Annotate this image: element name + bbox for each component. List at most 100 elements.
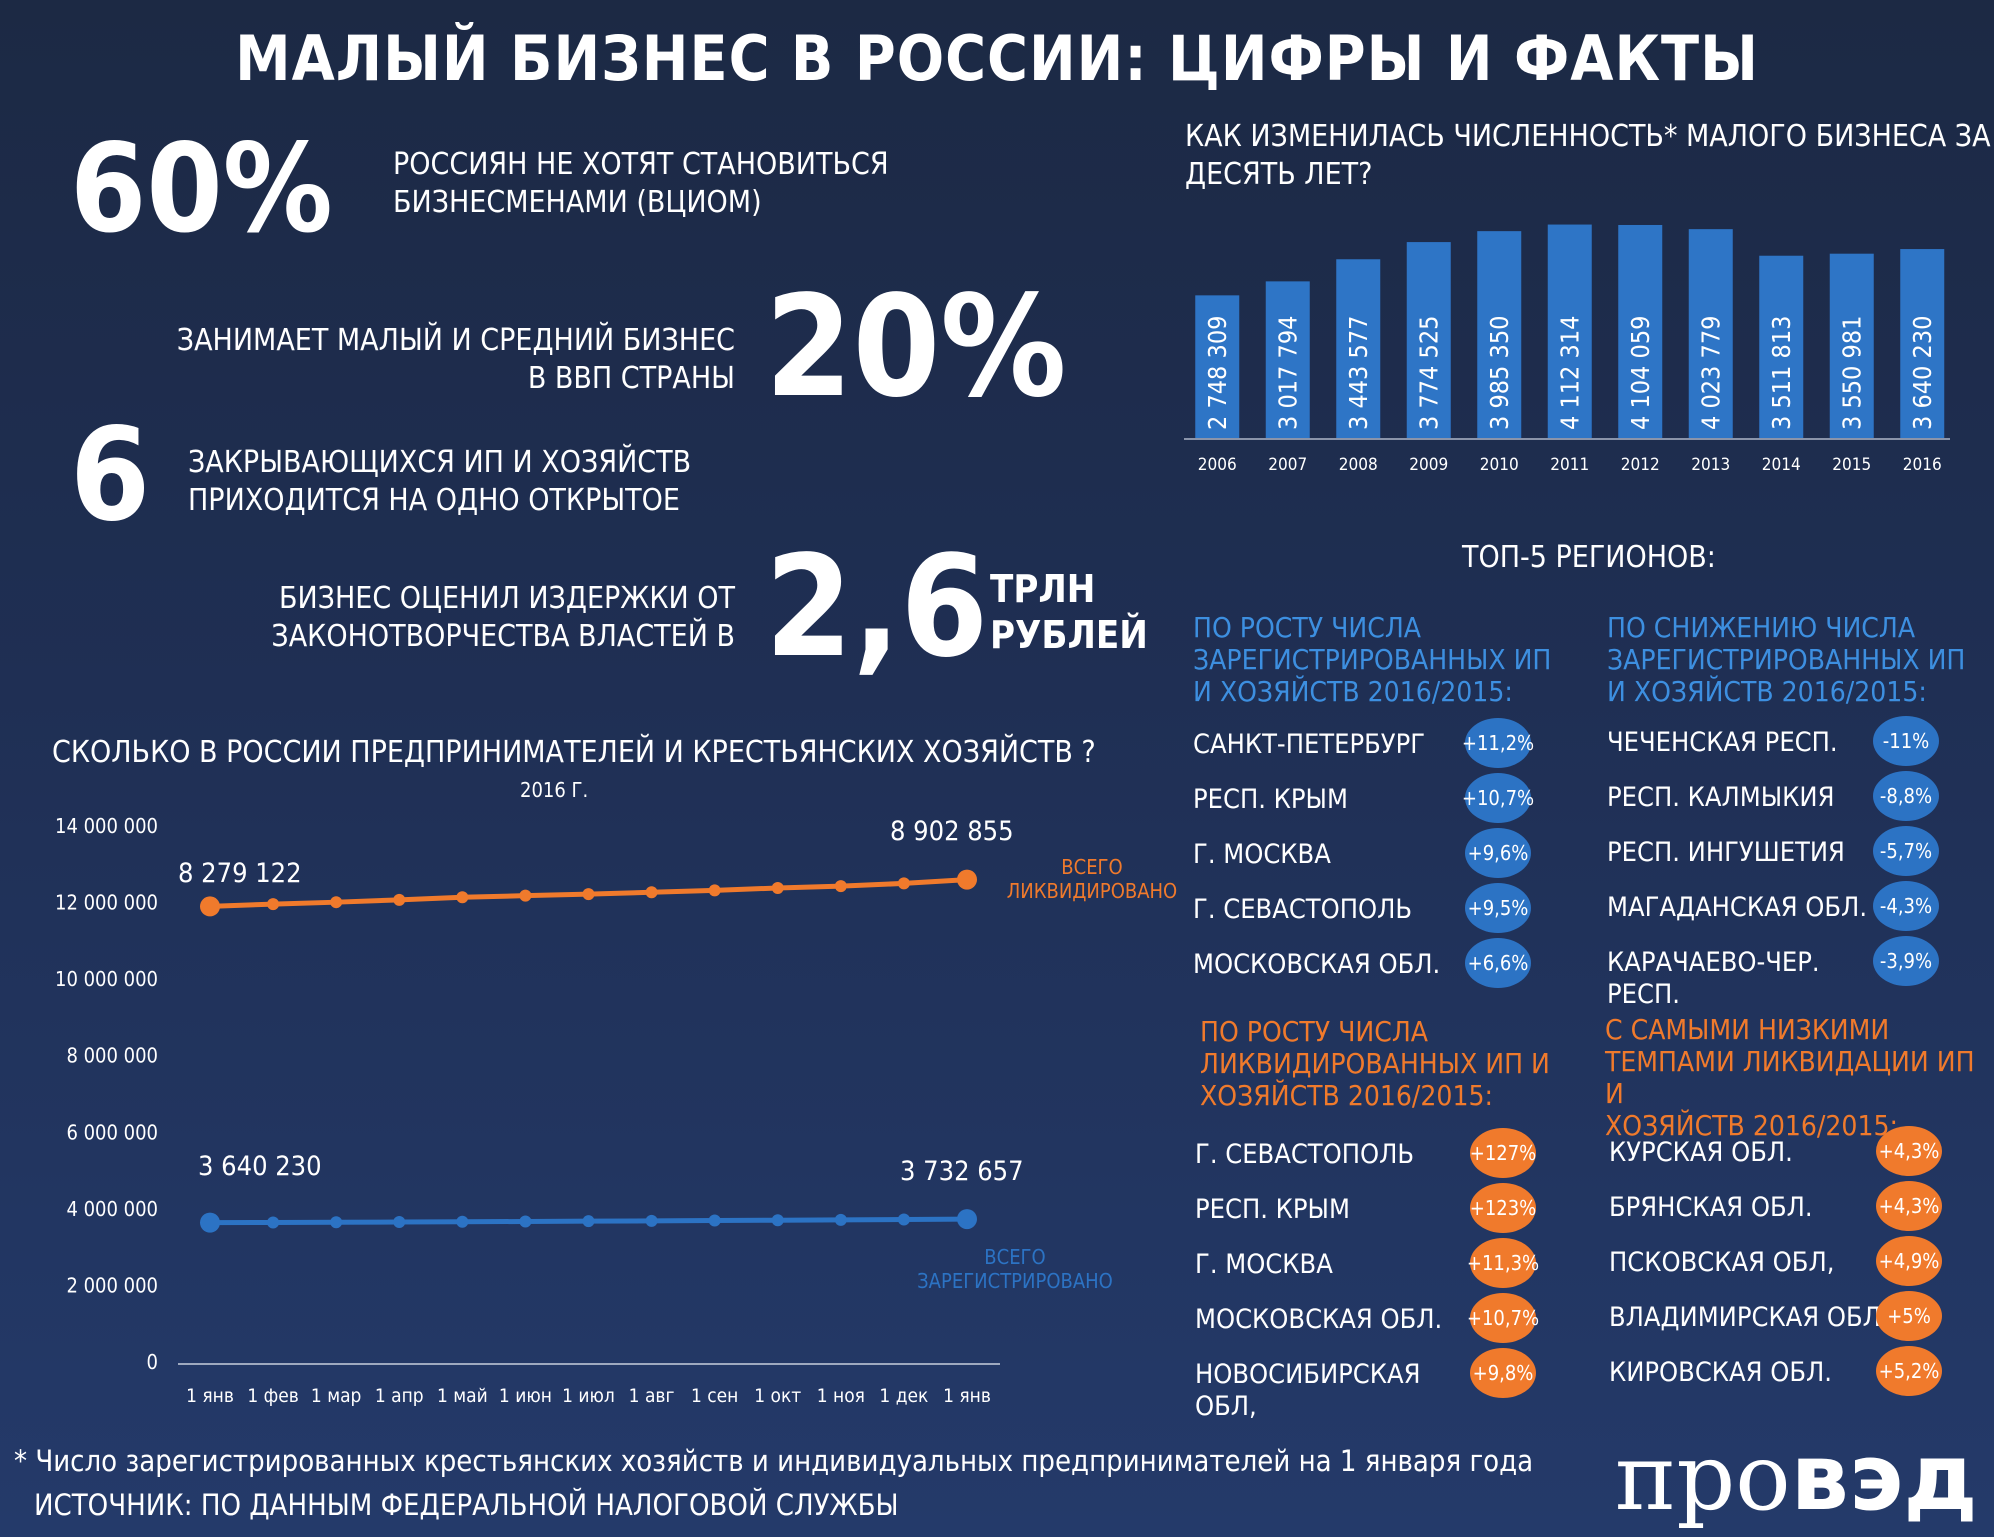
bar-value-label: 3 017 794: [1273, 316, 1302, 430]
stat-6-line1: ЗАКРЫВАЮЩИХСЯ ИП И ХОЗЯЙСТВ: [188, 445, 692, 480]
bar-2011: [1547, 224, 1592, 438]
region-name: Г. МОСКВА: [1195, 1249, 1333, 1280]
bar-category-label: 2014: [1762, 455, 1801, 475]
region-name: ПСКОВСКАЯ ОБЛ,: [1609, 1247, 1835, 1278]
region-row: РЕСП. КРЫМ +123%: [1195, 1183, 1540, 1238]
growth-reg-h1: ПО РОСТУ ЧИСЛА: [1193, 611, 1421, 644]
series-point: [519, 1215, 532, 1228]
region-value-badge: -8,8%: [1873, 771, 1939, 821]
region-name: МОСКОВСКАЯ ОБЛ.: [1195, 1304, 1443, 1335]
series-name-line1: ВСЕГО: [1061, 855, 1122, 879]
growth-reg-h3: И ХОЗЯЙСТВ 2016/2015:: [1193, 675, 1513, 708]
bar-2008: [1336, 259, 1381, 438]
x-tick-label: 1 янв: [186, 1385, 234, 1407]
region-value-badge: +9,6%: [1465, 828, 1531, 878]
x-tick-label: 1 окт: [754, 1385, 801, 1407]
page-title: МАЛЫЙ БИЗНЕС В РОССИИ: ЦИФРЫ И ФАКТЫ: [235, 22, 1759, 95]
region-value-badge: +9,8%: [1470, 1348, 1536, 1398]
line-chart-title: СКОЛЬКО В РОССИИ ПРЕДПРИНИМАТЕЛЕЙ И КРЕС…: [52, 735, 1096, 770]
region-row: КАРАЧАЕВО-ЧЕР. РЕСП. -3,9%: [1607, 936, 1943, 1010]
region-value-badge: -4,3%: [1873, 881, 1939, 931]
bar-category-label: 2007: [1268, 455, 1307, 475]
series-point: [456, 1215, 469, 1228]
region-value-badge: +6,6%: [1465, 938, 1531, 988]
series-point: [645, 1214, 658, 1227]
series-point: [582, 1215, 595, 1228]
stat-26-unit1: ТРЛН: [990, 567, 1096, 611]
series-point: [897, 1213, 910, 1226]
region-name: РЕСП. КРЫМ: [1193, 784, 1348, 815]
y-tick-label: 10 000 000: [55, 967, 158, 991]
bar-2015: [1829, 253, 1874, 438]
stat-6-line2: ПРИХОДИТСЯ НА ОДНО ОТКРЫТОЕ: [188, 483, 680, 518]
bar-value-label: 2 748 309: [1203, 316, 1232, 430]
y-tick-label: 4 000 000: [66, 1197, 158, 1221]
region-name: МОСКОВСКАЯ ОБЛ.: [1193, 949, 1441, 980]
region-name: РЕСП. КАЛМЫКИЯ: [1607, 782, 1835, 813]
y-tick-label: 2 000 000: [66, 1273, 158, 1297]
logo: провэд: [1615, 1424, 1978, 1531]
region-name: МАГАДАНСКАЯ ОБЛ.: [1607, 892, 1868, 923]
series-point: [267, 1216, 280, 1229]
bar-category-label: 2016: [1903, 455, 1942, 475]
region-row: МОСКОВСКАЯ ОБЛ. +10,7%: [1195, 1293, 1540, 1348]
x-tick-label: 1 дек: [879, 1385, 928, 1407]
region-row: Г. СЕВАСТОПОЛЬ +9,5%: [1193, 883, 1535, 938]
region-value-badge: +5%: [1876, 1291, 1942, 1341]
low-liq-h1: С САМЫМИ НИЗКИМИ: [1605, 1013, 1890, 1046]
series-point: [708, 1214, 721, 1227]
stat-26-value: 2,6: [765, 526, 989, 689]
region-name: БРЯНСКАЯ ОБЛ.: [1609, 1192, 1813, 1223]
region-value-badge: +10,7%: [1462, 773, 1534, 823]
series-point: [456, 891, 469, 904]
low-liq-h3: ХОЗЯЙСТВ 2016/2015:: [1605, 1109, 1898, 1142]
region-row: РЕСП. КАЛМЫКИЯ -8,8%: [1607, 771, 1943, 826]
series-start-label: 8 279 122: [178, 858, 302, 889]
regions-title: ТОП-5 РЕГИОНОВ:: [1462, 540, 1716, 575]
y-tick-label: 6 000 000: [66, 1120, 158, 1144]
bar-chart-title-line1: КАК ИЗМЕНИЛАСЬ ЧИСЛЕННОСТЬ* МАЛОГО БИЗНЕ…: [1185, 119, 1991, 154]
stat-26-line1: БИЗНЕС ОЦЕНИЛ ИЗДЕРЖКИ ОТ: [278, 581, 735, 616]
region-name: Г. МОСКВА: [1193, 839, 1331, 870]
region-value-badge: +4,3%: [1876, 1126, 1942, 1176]
logo-part1: про: [1615, 1424, 1791, 1531]
bar-category-label: 2009: [1409, 455, 1448, 475]
stat-60-text: РОССИЯН НЕ ХОТЯТ СТАНОВИТЬСЯ БИЗНЕСМЕНАМ…: [393, 146, 889, 222]
stat-26-line2: ЗАКОНОТВОРЧЕСТВА ВЛАСТЕЙ В: [271, 619, 735, 654]
series-point: [200, 896, 220, 917]
region-row: Г. МОСКВА +9,6%: [1193, 828, 1535, 883]
bar-category-label: 2013: [1691, 455, 1730, 475]
bar-2016: [1900, 249, 1945, 438]
region-name-line2: ОБЛ,: [1195, 1391, 1257, 1422]
stat-26-unit2: РУБЛЕЙ: [990, 613, 1148, 657]
bar-chart: 2 748 309 2006 3 017 794 2007 3 443 577 2008 3…: [1184, 224, 1950, 475]
stat-60-line2: БИЗНЕСМЕНАМИ (ВЦИОМ): [393, 185, 762, 220]
region-value-badge: +9,5%: [1465, 883, 1531, 933]
region-row: БРЯНСКАЯ ОБЛ. +4,3%: [1609, 1181, 1946, 1236]
x-tick-label: 1 май: [437, 1385, 488, 1407]
y-tick-label: 0: [147, 1350, 158, 1374]
series-point: [834, 880, 847, 893]
bar-value-label: 3 511 813: [1767, 316, 1796, 430]
region-value-badge: +5,2%: [1876, 1346, 1942, 1396]
growth-liq-h2: ЛИКВИДИРОВАННЫХ ИП И: [1200, 1047, 1550, 1080]
logo-part2: вэд: [1790, 1424, 1978, 1531]
line-chart: 14 000 000 12 000 000 10 000 000 8 000 000 6…: [55, 814, 1177, 1407]
stat-26-unit: ТРЛН РУБЛЕЙ: [990, 566, 1148, 658]
region-name: КУРСКАЯ ОБЛ.: [1609, 1137, 1793, 1168]
bar-value-label: 3 550 981: [1837, 316, 1866, 430]
region-row: Г. СЕВАСТОПОЛЬ +127%: [1195, 1128, 1540, 1183]
decline-reg-header: ПО СНИЖЕНИЮ ЧИСЛА ЗАРЕГИСТРИРОВАННЫХ ИП …: [1607, 612, 1965, 708]
region-value-badge: +11,3%: [1467, 1238, 1539, 1288]
region-row: ПСКОВСКАЯ ОБЛ, +4,9%: [1609, 1236, 1946, 1291]
bar-value-label: 4 104 059: [1626, 316, 1655, 430]
bar-value-label: 4 023 779: [1696, 316, 1725, 430]
bar-category-label: 2006: [1198, 455, 1237, 475]
y-tick-label: 14 000 000: [55, 814, 158, 838]
bar-category-label: 2008: [1339, 455, 1378, 475]
x-tick-label: 1 сен: [691, 1385, 738, 1407]
bar-value-label: 4 112 314: [1555, 316, 1584, 430]
stat-20-line1: ЗАНИМАЕТ МАЛЫЙ И СРЕДНИЙ БИЗНЕС: [176, 323, 735, 358]
region-name: Г. СЕВАСТОПОЛЬ: [1195, 1139, 1415, 1170]
region-value-badge: +127%: [1470, 1128, 1536, 1178]
